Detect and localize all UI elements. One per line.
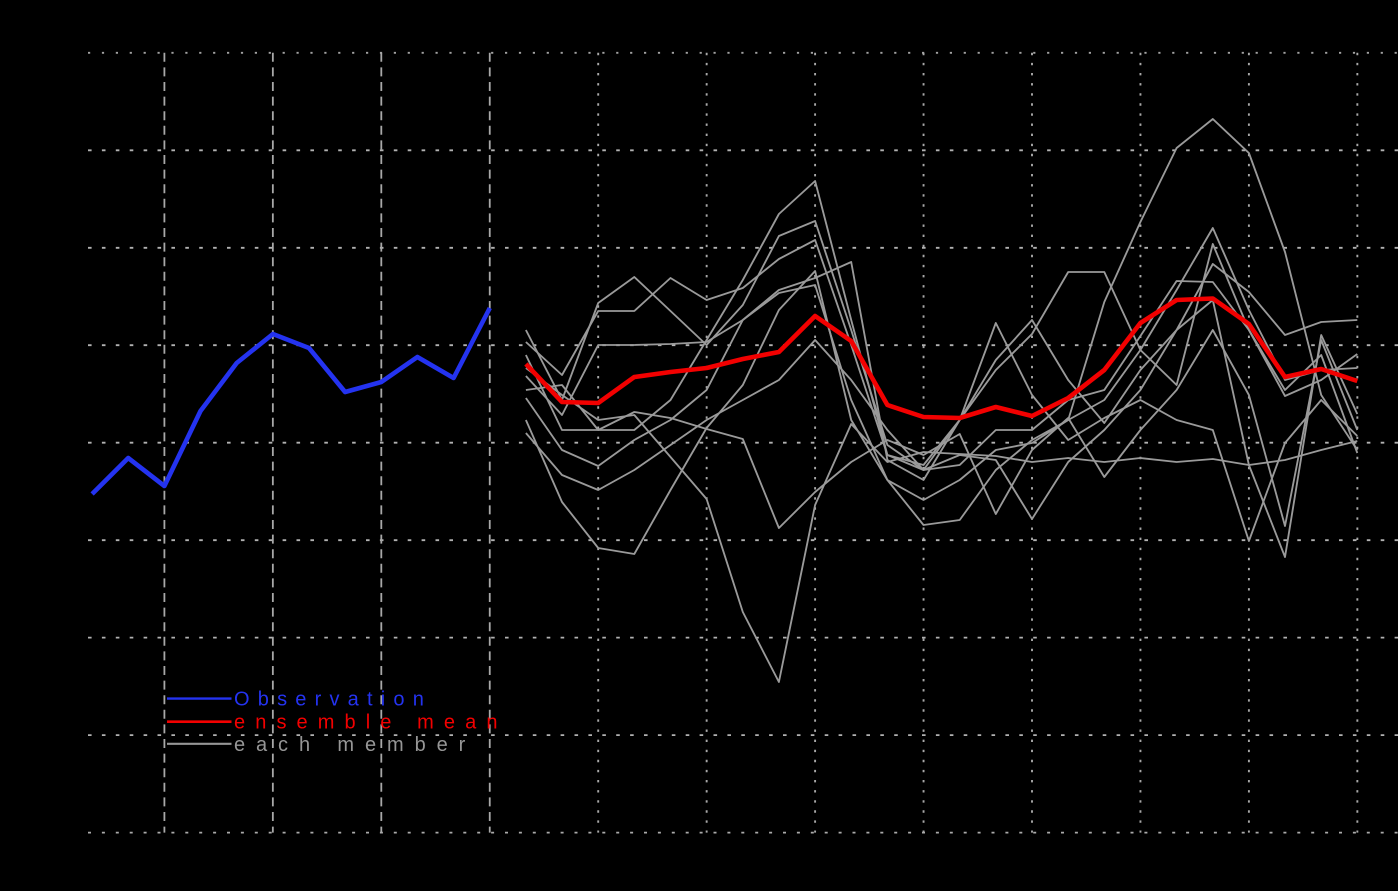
svg-text:Observation: Observation xyxy=(234,689,432,711)
svg-text:ensemble mean: ensemble mean xyxy=(234,712,508,734)
svg-text:each member: each member xyxy=(234,734,476,756)
